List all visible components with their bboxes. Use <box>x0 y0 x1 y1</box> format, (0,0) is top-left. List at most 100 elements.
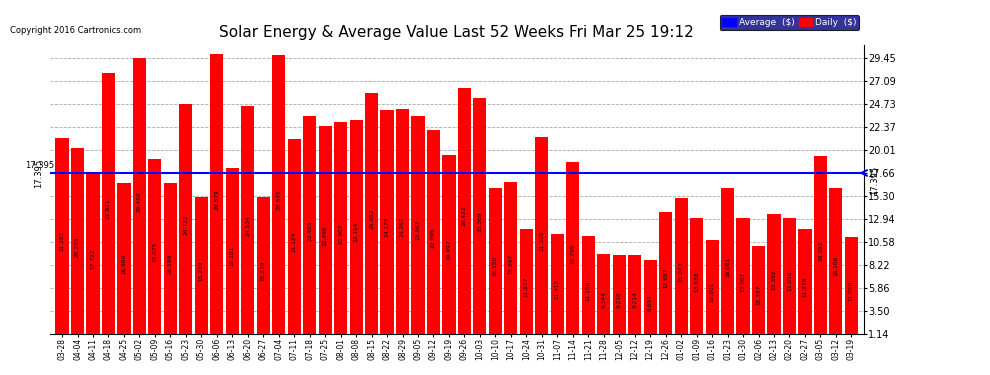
Text: 29.879: 29.879 <box>214 189 220 210</box>
Text: 23.485: 23.485 <box>307 220 312 241</box>
Text: 24.267: 24.267 <box>400 216 405 237</box>
Text: 21.287: 21.287 <box>59 231 64 252</box>
Bar <box>566 162 579 345</box>
Bar <box>427 130 441 345</box>
Text: 9.218: 9.218 <box>617 291 622 308</box>
Bar <box>133 58 146 345</box>
Text: 11.415: 11.415 <box>554 279 559 299</box>
Bar <box>674 198 688 345</box>
Text: 24.178: 24.178 <box>384 217 389 237</box>
Bar <box>303 116 316 345</box>
Text: 24.534: 24.534 <box>246 215 250 236</box>
Bar <box>334 122 347 345</box>
Title: Solar Energy & Average Value Last 52 Weeks Fri Mar 25 19:12: Solar Energy & Average Value Last 52 Wee… <box>220 25 694 40</box>
Bar <box>737 218 749 345</box>
Text: 9.344: 9.344 <box>601 291 606 308</box>
Text: 13.392: 13.392 <box>771 269 776 290</box>
Text: 10.801: 10.801 <box>710 282 715 302</box>
Bar <box>644 260 656 345</box>
Bar <box>102 73 115 345</box>
Text: 21.124: 21.124 <box>292 232 297 252</box>
Bar <box>118 183 131 345</box>
Bar <box>706 240 719 345</box>
Bar <box>443 155 455 345</box>
Text: 16.599: 16.599 <box>168 254 173 274</box>
Bar <box>226 168 239 345</box>
Text: 10.197: 10.197 <box>756 285 761 305</box>
Bar <box>412 116 425 345</box>
Text: 17.722: 17.722 <box>90 248 95 269</box>
Bar <box>504 182 518 345</box>
Text: 15.239: 15.239 <box>260 260 265 281</box>
Text: 15.239: 15.239 <box>199 260 204 281</box>
Bar <box>798 229 812 345</box>
Bar <box>319 126 332 345</box>
Text: 25.369: 25.369 <box>477 211 482 232</box>
Bar <box>163 183 177 345</box>
Bar <box>489 188 502 345</box>
Bar <box>814 156 827 345</box>
Text: 24.732: 24.732 <box>183 214 188 235</box>
Bar <box>55 138 68 345</box>
Text: 11.877: 11.877 <box>524 277 529 297</box>
Bar <box>210 54 224 345</box>
Text: 25.852: 25.852 <box>369 209 374 230</box>
Text: Copyright 2016 Cartronics.com: Copyright 2016 Cartronics.com <box>10 26 141 35</box>
Bar <box>659 211 672 345</box>
Text: 16.081: 16.081 <box>725 256 730 277</box>
Text: 11.150: 11.150 <box>586 280 591 301</box>
Text: 29.450: 29.450 <box>137 191 142 212</box>
Text: 23.567: 23.567 <box>416 220 421 240</box>
Text: 8.697: 8.697 <box>647 294 652 311</box>
Text: 16.680: 16.680 <box>122 254 127 274</box>
Bar <box>752 246 765 345</box>
Bar <box>272 54 285 345</box>
Text: 19.492: 19.492 <box>446 240 451 260</box>
Bar <box>844 237 858 345</box>
Text: 18.795: 18.795 <box>570 243 575 264</box>
Text: 13.050: 13.050 <box>787 271 792 291</box>
Bar <box>520 229 533 345</box>
Text: 26.422: 26.422 <box>462 206 467 226</box>
Text: 15.073: 15.073 <box>678 261 684 282</box>
Text: 22.907: 22.907 <box>339 223 344 244</box>
Text: 16.108: 16.108 <box>834 256 839 276</box>
Bar <box>613 255 626 345</box>
Bar <box>628 255 642 345</box>
Bar <box>783 218 796 345</box>
Text: 13.038: 13.038 <box>694 271 699 291</box>
Bar <box>550 234 564 345</box>
Bar <box>195 196 208 345</box>
Text: 27.971: 27.971 <box>106 198 111 219</box>
Bar <box>536 136 548 345</box>
Bar <box>597 254 610 345</box>
Bar <box>365 93 378 345</box>
Text: 17.395: 17.395 <box>870 166 879 195</box>
Bar <box>830 188 842 345</box>
Bar <box>380 110 394 345</box>
Bar <box>179 104 192 345</box>
Text: 23.114: 23.114 <box>353 222 358 243</box>
Bar <box>349 120 362 345</box>
Text: 17.395: 17.395 <box>25 161 54 170</box>
Bar <box>71 148 84 345</box>
Text: 20.228: 20.228 <box>75 236 80 256</box>
Bar <box>473 98 486 345</box>
Bar <box>457 88 471 345</box>
Text: 17.395: 17.395 <box>35 158 44 188</box>
Text: 29.845: 29.845 <box>276 189 281 210</box>
Legend: Average  ($), Daily  ($): Average ($), Daily ($) <box>720 15 859 30</box>
Text: 9.214: 9.214 <box>633 291 638 308</box>
Text: 19.075: 19.075 <box>152 242 157 262</box>
Bar <box>242 106 254 345</box>
Text: 16.697: 16.697 <box>509 254 514 274</box>
Text: 22.490: 22.490 <box>323 225 328 246</box>
Bar <box>86 172 100 345</box>
Text: 19.392: 19.392 <box>818 240 823 261</box>
Text: 16.150: 16.150 <box>493 256 498 276</box>
Bar <box>288 139 301 345</box>
Bar <box>582 236 595 345</box>
Text: 18.181: 18.181 <box>230 246 235 266</box>
Text: 13.697: 13.697 <box>663 268 668 288</box>
Bar <box>256 196 270 345</box>
